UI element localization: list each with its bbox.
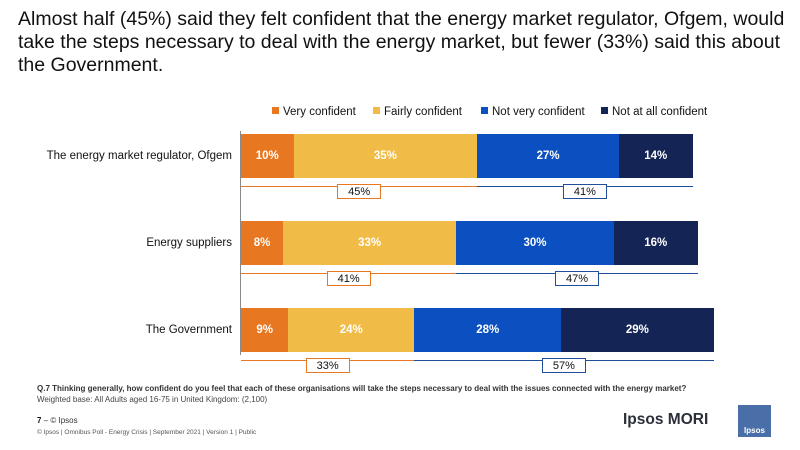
bar-segment: 30% — [456, 221, 614, 265]
legend-label: Very confident — [283, 106, 356, 118]
bar-segment: 9% — [241, 308, 289, 352]
category-label: The Government — [145, 324, 232, 336]
legend-swatch — [601, 107, 608, 114]
legend-item: Very confident — [272, 106, 356, 118]
confident-summary-label: 45% — [337, 184, 382, 199]
category-axis-line — [240, 131, 241, 355]
bar-segment: 8% — [241, 221, 283, 265]
confident-summary-label: 33% — [305, 358, 350, 373]
bar-segment: 29% — [561, 308, 714, 352]
ipsos-logo: Ipsos — [738, 405, 771, 437]
weighted-base-text: Weighted base: All Adults aged 16-75 in … — [37, 395, 268, 404]
copyright-text: © Ipsos | Omnibus Poll - Energy Crisis |… — [37, 429, 257, 436]
bar-segment: 27% — [477, 134, 619, 178]
legend-label: Fairly confident — [384, 106, 462, 118]
copyright-short: © Ipsos — [50, 416, 78, 425]
bar-segment: 14% — [619, 134, 693, 178]
logo-text: Ipsos — [744, 426, 765, 435]
legend-label: Not very confident — [492, 106, 585, 118]
not-confident-summary-label: 47% — [555, 271, 599, 286]
bar-segment: 10% — [241, 134, 294, 178]
bar-segment: 16% — [613, 221, 698, 265]
not-confident-summary-label: 41% — [562, 184, 607, 199]
legend-item: Not very confident — [481, 106, 585, 118]
not-confident-summary-label: 57% — [541, 358, 586, 373]
bar-segment: 33% — [283, 221, 457, 265]
question-text: Q.7 Thinking generally, how confident do… — [37, 384, 687, 393]
bar-segment: 28% — [414, 308, 562, 352]
page-number: 7 – © Ipsos — [37, 416, 78, 425]
bar-segment: 35% — [293, 134, 478, 178]
legend-item: Not at all confident — [601, 106, 707, 118]
legend-item: Fairly confident — [373, 106, 462, 118]
legend-label: Not at all confident — [612, 106, 708, 118]
legend-swatch — [272, 107, 279, 114]
category-label: The energy market regulator, Ofgem — [46, 150, 232, 162]
legend-swatch — [373, 107, 380, 114]
slide-title: Almost half (45%) said they felt confide… — [18, 8, 785, 76]
legend-swatch — [481, 107, 488, 114]
confident-summary-label: 41% — [326, 271, 371, 286]
brand-name: Ipsos MORI — [623, 411, 709, 428]
bar-segment: 24% — [288, 308, 415, 352]
category-label: Energy suppliers — [146, 237, 232, 249]
